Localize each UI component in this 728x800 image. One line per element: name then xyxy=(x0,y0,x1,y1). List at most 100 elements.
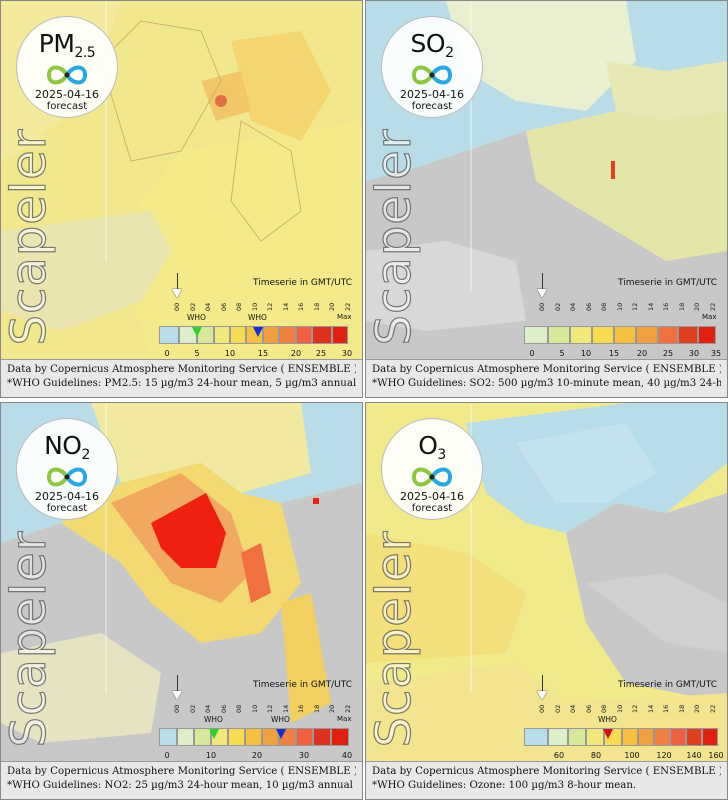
current-time-arrow-icon xyxy=(172,289,182,298)
timeseries-label: Timeserie in GMT/UTC xyxy=(617,680,717,690)
source-text: Data by Copernicus Atmosphere Monitoring… xyxy=(372,364,721,375)
scapeler-watermark: Scapeler xyxy=(366,530,423,748)
timeline-hour-label: 06 xyxy=(584,302,593,311)
who-guideline-text: *WHO Guidelines: SO2: 500 µg/m3 10-minut… xyxy=(372,378,721,389)
timeline-hour-label: 22 xyxy=(343,302,352,311)
timeline-hour-label: 16 xyxy=(662,704,670,713)
timeline-hour-label: 20 xyxy=(693,704,701,713)
scale-tick-label: 10 xyxy=(224,349,236,358)
timeline-ticks: 00 02 04 06 08 10 12 14 16 18 20 22 xyxy=(536,301,721,311)
scapeler-watermark: Scapeler xyxy=(1,530,58,748)
timeline-hour-label: 00 xyxy=(538,704,546,713)
scale-tick-label: 10 xyxy=(580,349,592,358)
scale-tick-label: 5 xyxy=(194,349,200,358)
infinity-logo-icon xyxy=(46,65,88,85)
timeline-hour-label: 18 xyxy=(677,704,686,713)
timeline-hour-label: 06 xyxy=(584,704,593,713)
forecast-label: forecast xyxy=(46,503,88,514)
timeline-hour-label: 12 xyxy=(631,704,639,713)
timeline-hour-label: 04 xyxy=(204,704,212,713)
timeline-hour-label: 14 xyxy=(646,302,655,311)
who-annual-arrow-icon xyxy=(209,729,219,739)
scale-tick-label: 60 xyxy=(553,751,565,760)
map-panel-so2: SO2 2025-04-16 forecast Scapeler Timeser… xyxy=(365,0,728,398)
forecast-label: forecast xyxy=(46,101,88,112)
timeline-hour-label: 02 xyxy=(188,302,197,311)
forecast-date: 2025-04-16 xyxy=(35,490,99,503)
timeline-hour-label: 10 xyxy=(250,302,259,311)
timeline-hour-label: 04 xyxy=(204,302,212,311)
scale-tick-label: 15 xyxy=(608,349,620,358)
timeseries-label: Timeserie in GMT/UTC xyxy=(617,278,717,288)
scale-tick-label: 30 xyxy=(341,349,353,358)
timeline-stem xyxy=(177,273,178,291)
who-daily-arrow-icon xyxy=(253,327,263,337)
timeline-hour-label: 02 xyxy=(188,704,197,713)
timeline-hour-label: 18 xyxy=(312,704,321,713)
scale-tick-label: 0 xyxy=(164,349,170,358)
pollutant-title: PM2.5 xyxy=(38,29,96,61)
timeline-hour-label: 02 xyxy=(553,302,562,311)
scale-tick-label: 10 xyxy=(205,751,217,760)
timeline-stem xyxy=(542,675,543,693)
timeline-hour-label: 08 xyxy=(235,302,243,311)
scale-tick-label: 30 xyxy=(298,751,310,760)
footer: Data by Copernicus Atmosphere Monitoring… xyxy=(1,359,362,397)
timeline-hour-label: 22 xyxy=(708,704,717,713)
source-text: Data by Copernicus Atmosphere Monitoring… xyxy=(7,364,356,375)
pm25-color-scale: WHO WHO Max 0 5 10 15 20 25 30 xyxy=(159,313,355,358)
current-time-arrow-icon xyxy=(537,289,547,298)
who-label: WHO xyxy=(271,715,290,724)
timeline-hour-label: 02 xyxy=(553,704,562,713)
map-panel-pm25: PM2.5 2025-04-16 forecast Scapeler Times… xyxy=(0,0,363,398)
pollutant-title: O3 xyxy=(418,431,446,463)
scale-tick-label: 100 xyxy=(624,751,640,760)
scapeler-watermark: Scapeler xyxy=(1,128,58,346)
timeline-hour-label: 18 xyxy=(312,302,321,311)
timeline-stem xyxy=(177,675,178,693)
pm25-map xyxy=(1,1,362,359)
max-label: Max xyxy=(337,313,352,321)
so2-color-scale: Max 0 5 10 15 20 25 30 35 xyxy=(524,313,721,358)
no2-map xyxy=(1,403,362,761)
no2-color-scale: WHO WHO Max 0 10 20 30 40 xyxy=(159,715,355,760)
scale-tick-label: 120 xyxy=(656,751,672,760)
forecast-label: forecast xyxy=(411,101,453,112)
timeline-hour-label: 20 xyxy=(328,302,336,311)
scale-tick-label: 140 xyxy=(686,751,702,760)
scale-tick-label: 20 xyxy=(290,349,302,358)
scale-tick-label: 15 xyxy=(257,349,269,358)
scale-tick-label: 80 xyxy=(590,751,602,760)
scale-tick-label: 20 xyxy=(251,751,263,760)
max-label: Max xyxy=(337,715,352,723)
pollutant-badge: PM2.5 2025-04-16 forecast xyxy=(16,16,118,118)
scale-tick-label: 0 xyxy=(529,349,535,358)
timeline-hour-label: 10 xyxy=(250,704,259,713)
scale-tick-label: 5 xyxy=(559,349,565,358)
timeline-hour-label: 20 xyxy=(693,302,701,311)
timeline-hour-label: 14 xyxy=(281,704,290,713)
scapeler-watermark: Scapeler xyxy=(366,128,423,346)
scale-tick-label: 25 xyxy=(315,349,327,358)
timeline-ticks: 00 02 04 06 08 10 12 14 16 18 20 22 xyxy=(536,703,721,713)
current-time-arrow-icon xyxy=(537,691,547,700)
timeline-hour-label: 16 xyxy=(297,704,305,713)
scale-tick-label: 160 xyxy=(708,751,724,760)
who-guideline-text: *WHO Guidelines: PM2.5: 15 µg/m3 24-hour… xyxy=(7,378,356,389)
scale-tick-label: 25 xyxy=(662,349,674,358)
timeline-hour-label: 06 xyxy=(219,704,228,713)
scale-tick-label: 20 xyxy=(636,349,648,358)
infinity-logo-icon xyxy=(46,467,88,487)
timeline-hour-label: 10 xyxy=(615,704,624,713)
who-daily-arrow-icon xyxy=(276,729,286,739)
source-text: Data by Copernicus Atmosphere Monitoring… xyxy=(7,766,356,777)
timeline-hour-label: 04 xyxy=(569,704,577,713)
timeline-hour-label: 14 xyxy=(646,704,655,713)
scale-tick-label: 40 xyxy=(341,751,353,760)
timeseries-label: Timeserie in GMT/UTC xyxy=(252,680,352,690)
who-label: WHO xyxy=(248,313,267,322)
forecast-label: forecast xyxy=(411,503,453,514)
pollutant-title: SO2 xyxy=(410,29,454,61)
timeline-hour-label: 06 xyxy=(219,302,228,311)
timeline-hour-label: 18 xyxy=(677,302,686,311)
